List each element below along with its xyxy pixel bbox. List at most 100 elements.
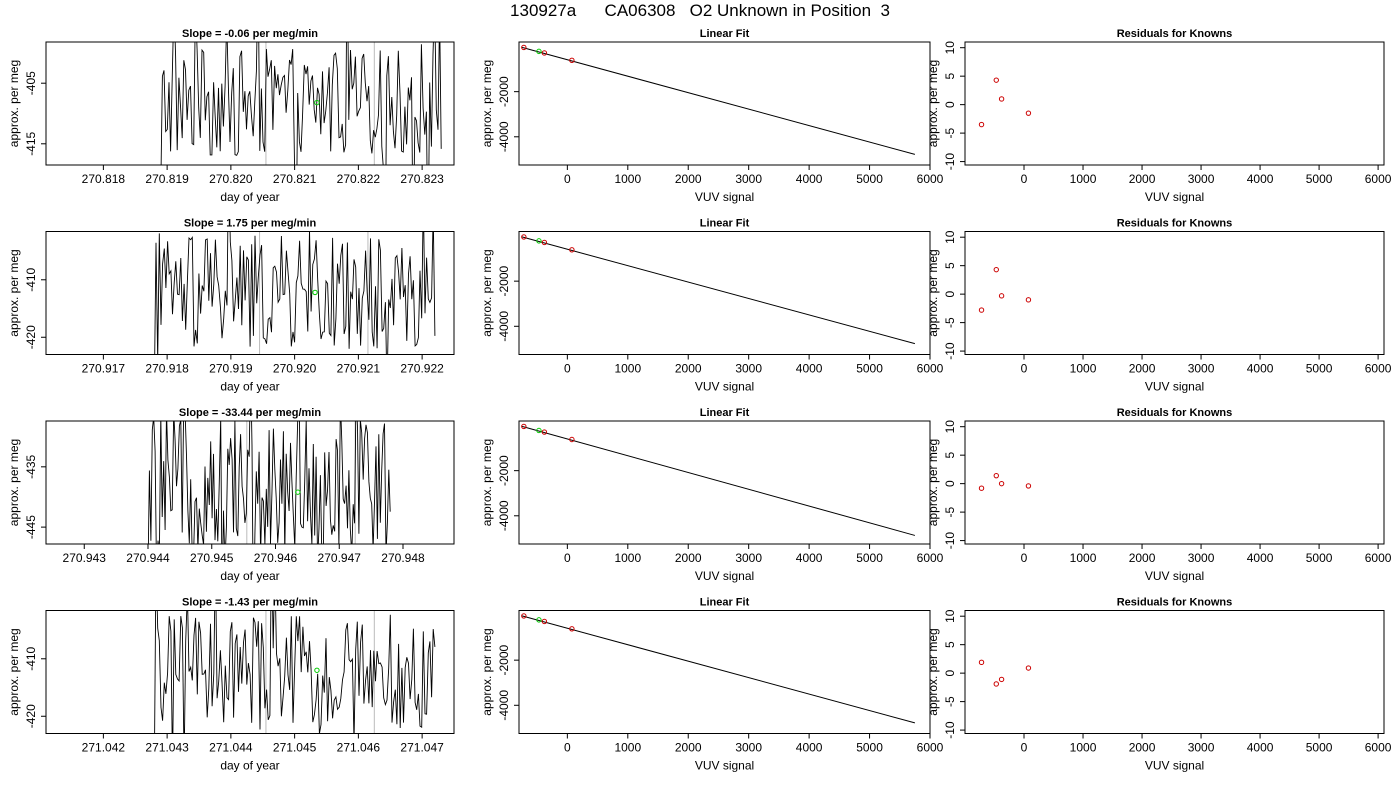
x-tick-label: 3000 bbox=[1188, 362, 1215, 376]
chart-panel: Residuals for Knowns VUV signal approx. pe… bbox=[926, 407, 1392, 583]
panel-title: Residuals for Knowns bbox=[1117, 218, 1233, 230]
chart-panel: Linear Fit VUV signal approx. per meg 0 1000… bbox=[480, 218, 944, 394]
x-axis-label: day of year bbox=[220, 380, 279, 394]
x-tick-label: 271.045 bbox=[273, 741, 317, 755]
plot-frame bbox=[518, 231, 931, 355]
x-tick-label: 4000 bbox=[1247, 362, 1274, 376]
x-tick-label: 0 bbox=[1021, 741, 1028, 755]
residual-point bbox=[998, 480, 1005, 487]
x-tick-label: 6000 bbox=[917, 362, 944, 376]
x-tick-label: 270.945 bbox=[190, 551, 234, 565]
x-axis-label: VUV signal bbox=[695, 759, 754, 773]
x-tick-label: 270.918 bbox=[145, 362, 189, 376]
chart-panel: Residuals for Knowns VUV signal approx. pe… bbox=[926, 28, 1392, 204]
chart-panel: Slope = -1.43 per meg/min day of year appr… bbox=[7, 597, 455, 773]
y-tick-label: -2000 bbox=[497, 644, 511, 675]
x-tick-label: 271.044 bbox=[209, 741, 253, 755]
x-tick-label: 1000 bbox=[1070, 551, 1097, 565]
y-tick-label: -5 bbox=[943, 506, 957, 517]
y-tick-label: 0 bbox=[943, 101, 957, 108]
page-title: 130927a CA06308 O2 Unknown in Position 3 bbox=[510, 1, 890, 20]
x-tick-label: 270.921 bbox=[337, 362, 381, 376]
x-tick-label: 1000 bbox=[1070, 741, 1097, 755]
x-tick-label: 6000 bbox=[1365, 741, 1392, 755]
x-tick-label: 3000 bbox=[735, 172, 762, 186]
residual-point bbox=[993, 681, 999, 687]
y-axis-label: approx. per meg bbox=[7, 628, 21, 715]
residual-point bbox=[993, 472, 999, 479]
x-axis-label: VUV signal bbox=[1145, 569, 1204, 583]
panel-title: Residuals for Knowns bbox=[1117, 28, 1233, 40]
known-point bbox=[541, 50, 548, 56]
plot-frame bbox=[518, 610, 931, 734]
plot-area bbox=[978, 77, 1032, 128]
plot-area bbox=[978, 266, 1032, 313]
x-tick-label: 3000 bbox=[735, 741, 762, 755]
unknown-marker bbox=[314, 99, 320, 106]
x-tick-label: 4000 bbox=[1247, 172, 1274, 186]
residual-point bbox=[1025, 297, 1032, 303]
fit-line bbox=[521, 615, 916, 724]
x-tick-label: 6000 bbox=[917, 551, 944, 565]
fit-line bbox=[521, 46, 916, 155]
x-tick-label: 6000 bbox=[1365, 172, 1392, 186]
x-tick-label: 270.820 bbox=[209, 172, 253, 186]
plot-frame bbox=[964, 420, 1385, 545]
y-tick-label: 0 bbox=[943, 669, 957, 676]
x-tick-label: 4000 bbox=[796, 551, 823, 565]
plot-area bbox=[521, 423, 916, 536]
y-tick-label: -4000 bbox=[497, 311, 511, 342]
known-point bbox=[541, 618, 548, 625]
known-point bbox=[569, 436, 575, 443]
y-axis-label: approx. per meg bbox=[7, 60, 21, 147]
plot-area bbox=[978, 659, 1032, 687]
x-tick-label: 270.823 bbox=[400, 172, 444, 186]
x-tick-label: 270.818 bbox=[82, 172, 126, 186]
panel-title: Linear Fit bbox=[700, 597, 750, 609]
panel-title: Slope = 1.75 per meg/min bbox=[184, 218, 317, 230]
y-tick-label: 10 bbox=[943, 41, 957, 55]
plot-area bbox=[147, 421, 391, 544]
chart-panel: Residuals for Knowns VUV signal approx. pe… bbox=[926, 597, 1392, 773]
panel-title: Slope = -0.06 per meg/min bbox=[182, 28, 318, 40]
plot-frame bbox=[964, 41, 1385, 166]
known-point bbox=[521, 423, 527, 430]
x-tick-label: 4000 bbox=[1247, 741, 1274, 755]
x-tick-label: 2000 bbox=[675, 362, 702, 376]
x-tick-label: 6000 bbox=[1365, 551, 1392, 565]
y-tick-label: -435 bbox=[24, 454, 38, 478]
x-tick-label: 3000 bbox=[735, 551, 762, 565]
residual-point bbox=[1025, 665, 1032, 671]
x-tick-label: 1000 bbox=[614, 741, 641, 755]
data-trace bbox=[160, 42, 442, 165]
residual-point bbox=[978, 659, 985, 666]
panel-title: Residuals for Knowns bbox=[1117, 597, 1233, 609]
plot-area bbox=[160, 42, 442, 165]
residual-point bbox=[998, 96, 1005, 102]
y-tick-label: 10 bbox=[943, 230, 957, 244]
plot-area bbox=[521, 613, 916, 724]
y-tick-label: -4000 bbox=[497, 500, 511, 531]
y-tick-label: -10 bbox=[943, 721, 957, 739]
x-tick-label: 3000 bbox=[1188, 551, 1215, 565]
fit-line bbox=[521, 425, 916, 536]
data-trace bbox=[154, 610, 436, 734]
panel-title: Slope = -33.44 per meg/min bbox=[179, 407, 321, 419]
y-tick-label: -410 bbox=[24, 267, 38, 291]
x-tick-label: 270.943 bbox=[63, 551, 107, 565]
x-tick-label: 5000 bbox=[1306, 741, 1333, 755]
x-tick-label: 2000 bbox=[1129, 172, 1156, 186]
y-tick-label: -2000 bbox=[497, 76, 511, 107]
x-axis-label: VUV signal bbox=[1145, 380, 1204, 394]
y-tick-label: -4000 bbox=[497, 690, 511, 721]
known-point bbox=[569, 247, 575, 253]
x-tick-label: 0 bbox=[1021, 172, 1028, 186]
x-tick-label: 3000 bbox=[1188, 741, 1215, 755]
x-tick-label: 6000 bbox=[917, 172, 944, 186]
x-axis-label: VUV signal bbox=[695, 380, 754, 394]
residual-point bbox=[978, 307, 985, 313]
y-tick-label: -5 bbox=[943, 696, 957, 707]
y-axis-label: approx. per meg bbox=[480, 249, 494, 336]
x-tick-label: 2000 bbox=[1129, 741, 1156, 755]
x-tick-label: 0 bbox=[1021, 362, 1028, 376]
